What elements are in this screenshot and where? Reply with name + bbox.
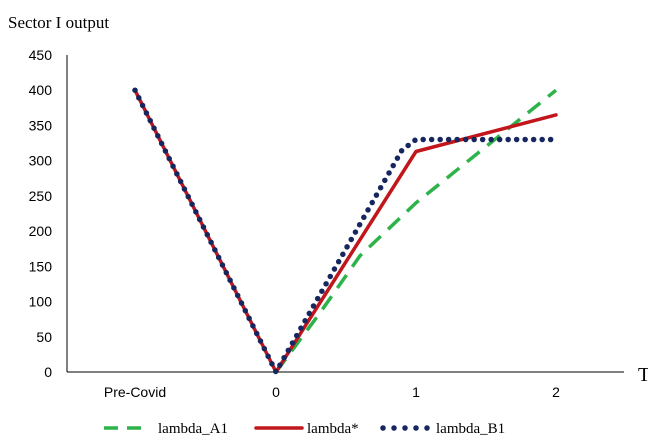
x-tick-label: 1 <box>412 384 420 400</box>
legend-label-lambda: lambda* <box>307 421 359 435</box>
y-tick-label: 0 <box>44 364 52 380</box>
series-line-lambda-b1 <box>132 87 559 375</box>
y-axis-title: Sector I output <box>8 13 109 32</box>
y-tick-label: 450 <box>29 47 53 63</box>
y-tick-label: 200 <box>29 223 53 239</box>
legend-label-lambda-b1: lambda_B1 <box>436 421 505 435</box>
y-tick-label: 250 <box>29 188 53 204</box>
x-tick-label: 2 <box>552 384 560 400</box>
y-tick-label: 100 <box>29 294 53 310</box>
y-tick-label: 400 <box>29 82 53 98</box>
x-axis-title: T <box>638 364 648 386</box>
legend-label-lambda-a1: lambda_A1 <box>158 421 228 435</box>
y-tick-label: 50 <box>36 329 52 345</box>
series-line-lambda <box>133 88 558 374</box>
series-line-lambda-a1 <box>274 88 558 374</box>
y-tick-label: 300 <box>29 153 53 169</box>
x-tick-label: Pre-Covid <box>104 384 166 400</box>
y-tick-label: 350 <box>29 117 53 133</box>
x-tick-label: 0 <box>272 384 280 400</box>
y-tick-label: 150 <box>29 258 53 274</box>
